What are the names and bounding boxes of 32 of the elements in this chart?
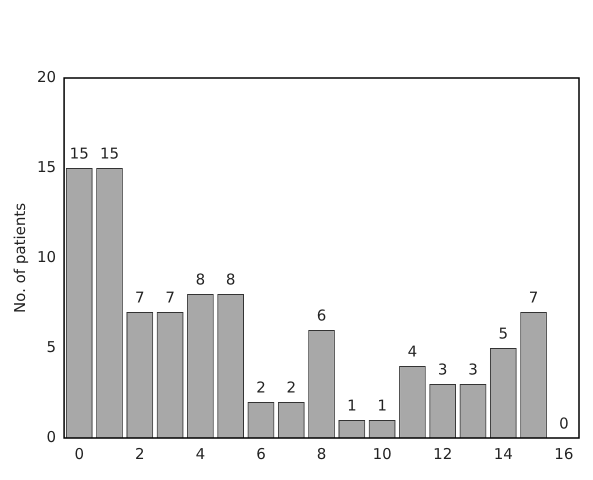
x-tick-label: 14	[494, 444, 513, 463]
x-tick-label: 12	[433, 444, 452, 463]
data-label: 5	[498, 324, 508, 342]
data-label: 1	[347, 396, 357, 414]
data-label: 4	[408, 342, 418, 360]
data-label: 0	[559, 414, 569, 432]
x-tick-label: 8	[316, 444, 326, 463]
x-tick-label: 0	[74, 444, 84, 463]
data-label: 8	[226, 270, 236, 288]
x-tick-label: 6	[256, 444, 266, 463]
x-tick-label: 16	[554, 444, 574, 463]
data-label: 7	[135, 288, 145, 306]
x-tick-label: 10	[372, 444, 392, 463]
data-label: 15	[100, 144, 120, 162]
y-tick-label: 10	[36, 248, 56, 266]
data-label: 1	[377, 396, 387, 414]
y-tick-label: 5	[46, 338, 56, 356]
data-label: 3	[438, 360, 448, 378]
data-label: 3	[468, 360, 478, 378]
data-label: 8	[196, 270, 206, 288]
data-label: 2	[256, 378, 266, 396]
y-axis-title: No. of patients	[10, 202, 29, 314]
data-label: 15	[70, 144, 89, 162]
y-tick-label: 20	[36, 68, 56, 86]
data-label: 7	[528, 288, 538, 306]
y-tick-label: 0	[46, 428, 56, 446]
x-tick-label: 4	[196, 444, 206, 463]
x-tick-label: 2	[135, 444, 145, 463]
data-label: 2	[286, 378, 296, 396]
data-label: 7	[165, 288, 175, 306]
y-tick-label: 15	[36, 158, 56, 176]
data-label: 6	[316, 306, 326, 324]
